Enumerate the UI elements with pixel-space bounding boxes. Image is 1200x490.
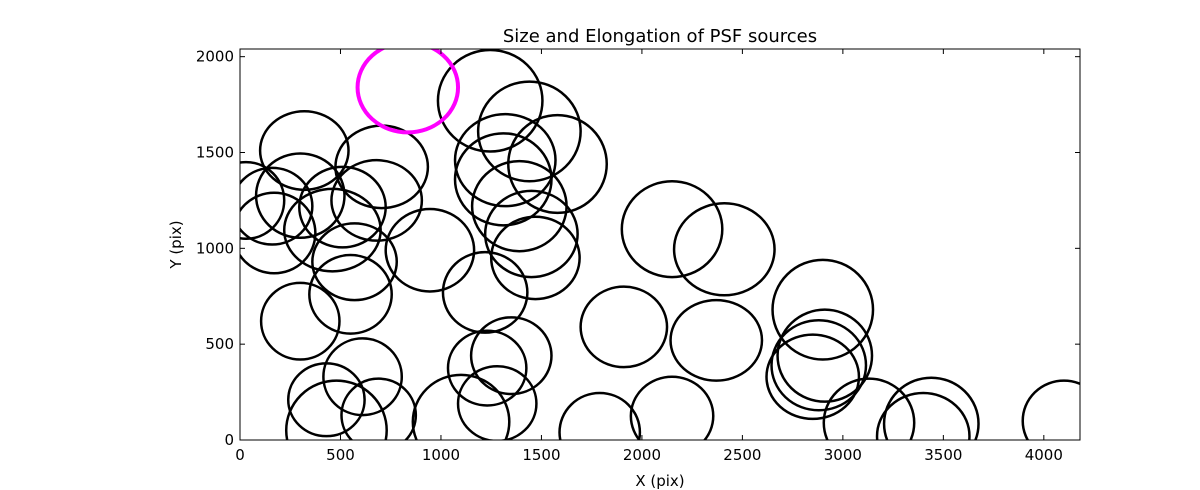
psf-source bbox=[629, 375, 715, 440]
psf-source bbox=[330, 158, 424, 242]
psf-source bbox=[558, 391, 642, 440]
x-tick-label: 1000 bbox=[422, 446, 460, 464]
psf-source bbox=[672, 202, 776, 297]
psf-source bbox=[771, 258, 875, 361]
y-tick-label: 1500 bbox=[196, 144, 234, 162]
psf-source bbox=[259, 281, 341, 361]
psf-source bbox=[669, 298, 764, 382]
psf-source bbox=[476, 80, 582, 183]
psf-source bbox=[1021, 379, 1080, 440]
psf-source bbox=[298, 165, 387, 249]
psf-source bbox=[340, 377, 418, 440]
x-axis: 0 500 1000 1500 2000 2500 3000 3500 4000 bbox=[235, 49, 1063, 464]
psf-source bbox=[453, 112, 557, 208]
plot-frame bbox=[239, 48, 1081, 441]
psf-source bbox=[770, 318, 868, 412]
psf-source bbox=[311, 222, 398, 302]
psf-source bbox=[308, 253, 393, 335]
x-tick-label: 0 bbox=[235, 446, 245, 464]
psf-source bbox=[579, 285, 669, 369]
x-tick-label: 3500 bbox=[924, 446, 962, 464]
psf-source bbox=[384, 207, 476, 293]
psf-source bbox=[469, 316, 553, 396]
psf-source bbox=[776, 308, 874, 403]
psf-source bbox=[446, 329, 528, 407]
y-tick-label: 2000 bbox=[196, 48, 234, 66]
psf-source bbox=[507, 113, 608, 215]
psf-source bbox=[875, 391, 971, 440]
psf-source bbox=[240, 160, 286, 240]
x-tick-label: 4000 bbox=[1025, 446, 1063, 464]
psf-source bbox=[411, 373, 511, 440]
x-tick-label: 2500 bbox=[723, 446, 761, 464]
x-tick-label: 2000 bbox=[623, 446, 661, 464]
psf-source bbox=[453, 132, 553, 227]
y-tick-label: 500 bbox=[205, 335, 234, 353]
psf-source bbox=[436, 49, 544, 153]
x-tick-label: 3000 bbox=[824, 446, 862, 464]
psf-source bbox=[284, 379, 388, 440]
chart-title: Size and Elongation of PSF sources bbox=[503, 26, 817, 47]
psf-source bbox=[456, 364, 538, 440]
psf-source bbox=[322, 337, 404, 417]
psf-source bbox=[240, 191, 317, 275]
psf-source bbox=[258, 110, 350, 192]
psf-source bbox=[765, 333, 861, 421]
x-tick-label: 500 bbox=[326, 446, 355, 464]
y-tick-label: 1000 bbox=[196, 239, 234, 257]
y-axis: 0 500 1000 1500 2000 bbox=[196, 48, 1080, 449]
psf-source-highlighted bbox=[355, 49, 461, 135]
psf-source bbox=[286, 362, 366, 438]
psf-source bbox=[483, 189, 579, 279]
y-axis-label: Y (pix) bbox=[167, 220, 185, 269]
plot-area bbox=[240, 49, 1080, 440]
psf-source bbox=[240, 166, 314, 246]
x-tick-label: 1500 bbox=[522, 446, 560, 464]
y-tick-label: 0 bbox=[224, 431, 234, 449]
psf-source bbox=[489, 215, 581, 301]
psf-source bbox=[441, 250, 529, 334]
x-axis-label: X (pix) bbox=[635, 472, 684, 490]
psf-source bbox=[822, 377, 916, 440]
psf-source bbox=[620, 180, 724, 279]
psf-source bbox=[882, 376, 980, 440]
